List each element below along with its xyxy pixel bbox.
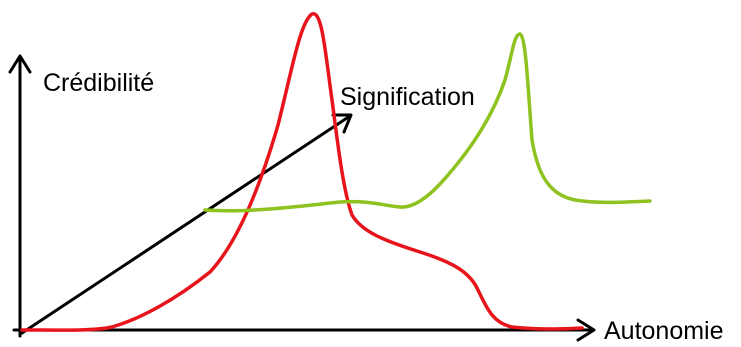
diagonal-axis-line [20, 114, 352, 335]
y-axis-label: Crédibilité [43, 69, 154, 97]
y-axis-arrowhead [8, 54, 32, 74]
green-curve [203, 32, 652, 213]
x-axis-label: Autonomie [604, 317, 724, 345]
diagonal-axis-label: Signification [340, 83, 475, 111]
x-axis-arrowhead [576, 318, 596, 342]
red-curve [20, 12, 584, 332]
diagonal-axis-arrowhead [331, 113, 353, 134]
